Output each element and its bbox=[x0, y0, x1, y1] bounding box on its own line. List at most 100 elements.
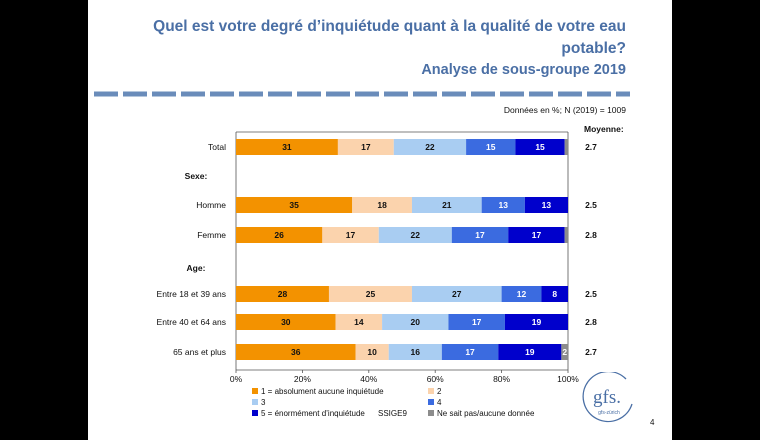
data-label: 22 bbox=[425, 142, 435, 152]
bar-segment bbox=[322, 227, 379, 243]
dashed-rule bbox=[94, 91, 630, 97]
bar-segment bbox=[541, 286, 568, 302]
x-tick-label: 60% bbox=[427, 374, 444, 384]
data-label: 16 bbox=[411, 347, 421, 357]
bar-segment bbox=[236, 344, 356, 360]
bar-segment bbox=[236, 197, 353, 213]
bar-segment bbox=[441, 344, 499, 360]
bar-segment bbox=[564, 227, 568, 243]
page-number: 4 bbox=[650, 418, 655, 427]
x-tick-label: 0% bbox=[230, 374, 243, 384]
row-label: Total bbox=[208, 142, 226, 152]
bar-segment bbox=[236, 227, 323, 243]
data-label: 22 bbox=[411, 230, 421, 240]
data-label: 31 bbox=[282, 142, 292, 152]
legend-item-3: 3 bbox=[252, 398, 265, 407]
bar-segment bbox=[504, 314, 568, 330]
legend-label-5: 5 = énormément d’inquiétude bbox=[261, 409, 365, 418]
data-label: 26 bbox=[274, 230, 284, 240]
legend-swatch-4 bbox=[428, 399, 434, 405]
data-label: 17 bbox=[532, 230, 542, 240]
data-label: 25 bbox=[366, 289, 376, 299]
bar-segment bbox=[564, 139, 568, 155]
data-label: 15 bbox=[535, 142, 545, 152]
legend-swatch-3 bbox=[252, 399, 258, 405]
legend-label-1: 1 = absolument aucune inquiétude bbox=[261, 387, 384, 396]
data-label: 19 bbox=[525, 347, 535, 357]
x-tick-label: 100% bbox=[557, 374, 579, 384]
stacked-bar-chart: 0% 20% 40% 60% 80% 100% Total 31 17 22 15 15 2.7 Sexe… bbox=[157, 131, 597, 384]
bar-segment bbox=[236, 314, 336, 330]
bar-segment bbox=[411, 197, 482, 213]
bar-segment bbox=[352, 197, 412, 213]
legend-swatch-5 bbox=[252, 410, 258, 416]
legend-label-4: 4 bbox=[437, 398, 442, 407]
mean-value: 2.8 bbox=[585, 230, 597, 240]
legend-label-3: 3 bbox=[261, 398, 266, 407]
bar-segment bbox=[481, 197, 525, 213]
survey-code: SSIGE9 bbox=[378, 409, 407, 418]
group-label: Sexe: bbox=[185, 171, 208, 181]
data-label: 8 bbox=[552, 289, 557, 299]
data-label: 27 bbox=[452, 289, 462, 299]
bar-segment bbox=[501, 286, 542, 302]
slide: Quel est votre degré d’inquiétude quant … bbox=[88, 0, 672, 440]
bar-segment bbox=[451, 227, 509, 243]
mean-value: 2.5 bbox=[585, 289, 597, 299]
logo-text: gfs. bbox=[593, 387, 621, 408]
bar-segment bbox=[411, 286, 502, 302]
data-label: 17 bbox=[361, 142, 371, 152]
bar-segment bbox=[561, 344, 568, 360]
bar-segment bbox=[236, 139, 338, 155]
data-label: 35 bbox=[289, 200, 299, 210]
data-label: 17 bbox=[465, 347, 475, 357]
row-label: Femme bbox=[197, 230, 226, 240]
bar-segment bbox=[448, 314, 505, 330]
mean-value: 2.5 bbox=[585, 200, 597, 210]
bar-segment bbox=[515, 139, 565, 155]
bar-segment bbox=[388, 344, 442, 360]
bar-segment bbox=[328, 286, 412, 302]
bar-segment bbox=[337, 139, 394, 155]
legend-item-1: 1 = absolument aucune inquiétude bbox=[252, 387, 384, 396]
x-tick-label: 40% bbox=[360, 374, 377, 384]
data-label: 12 bbox=[517, 289, 527, 299]
mean-header: Moyenne: bbox=[584, 124, 624, 134]
data-label: 18 bbox=[377, 200, 387, 210]
data-label: 19 bbox=[532, 317, 542, 327]
x-tick-label: 80% bbox=[493, 374, 510, 384]
bar-segment bbox=[498, 344, 562, 360]
data-label: 20 bbox=[411, 317, 421, 327]
mean-value: 2.8 bbox=[585, 317, 597, 327]
data-label: 14 bbox=[354, 317, 364, 327]
data-label: 28 bbox=[278, 289, 288, 299]
legend-swatch-1 bbox=[252, 388, 258, 394]
data-label: 2 bbox=[562, 347, 567, 357]
data-label: 30 bbox=[281, 317, 291, 327]
bar-segment bbox=[508, 227, 565, 243]
x-tick-label: 20% bbox=[294, 374, 311, 384]
data-label: 13 bbox=[542, 200, 552, 210]
slide-title: Quel est votre degré d’inquiétude quant … bbox=[153, 18, 626, 57]
row-label: 65 ans et plus bbox=[173, 347, 226, 357]
mean-value: 2.7 bbox=[585, 142, 597, 152]
legend-item-2: 2 bbox=[428, 387, 441, 396]
bar-segment bbox=[378, 227, 452, 243]
bar-segment bbox=[393, 139, 467, 155]
row-label: Entre 40 et 64 ans bbox=[157, 317, 226, 327]
legend-swatch-6 bbox=[428, 410, 434, 416]
data-label: 36 bbox=[291, 347, 301, 357]
group-label: Age: bbox=[187, 263, 206, 273]
data-label: 10 bbox=[367, 347, 377, 357]
legend-swatch-2 bbox=[428, 388, 434, 394]
bar-segment bbox=[466, 139, 516, 155]
bar-segment bbox=[524, 197, 568, 213]
data-label: 17 bbox=[475, 230, 485, 240]
gfs-logo: gfs. gfs-zürich bbox=[582, 372, 633, 423]
row-label: Homme bbox=[196, 200, 226, 210]
mean-value: 2.7 bbox=[585, 347, 597, 357]
slide-subtitle: Analyse de sous-groupe 2019 bbox=[421, 62, 626, 78]
bar-segment bbox=[236, 286, 329, 302]
logo-subtext: gfs-zürich bbox=[598, 410, 620, 416]
